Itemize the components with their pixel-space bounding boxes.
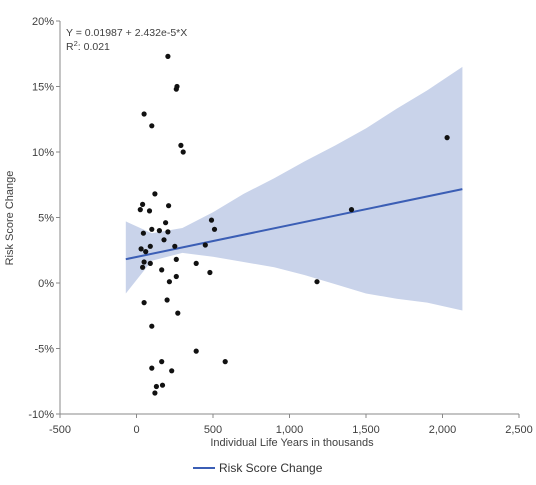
data-point	[208, 217, 215, 223]
data-point	[143, 249, 149, 255]
data-point	[173, 273, 179, 280]
y-tick-label: 0%	[38, 278, 54, 290]
data-point	[161, 237, 167, 243]
x-tick-label: 1,000	[276, 424, 304, 436]
regression-line	[125, 188, 463, 261]
x-tick-label: 2,000	[429, 424, 457, 436]
y-tick-label: 5%	[38, 213, 54, 225]
data-point	[140, 264, 146, 270]
regression-equation: Y = 0.01987 + 2.432e-5*X	[66, 27, 187, 39]
data-point	[163, 220, 169, 226]
data-point	[180, 149, 186, 155]
confidence-band	[125, 66, 463, 311]
r-squared-label: R2: 0.021	[66, 39, 110, 53]
data-point	[140, 230, 146, 236]
data-point	[159, 267, 165, 273]
data-point	[159, 382, 166, 388]
data-point	[175, 310, 181, 316]
data-point	[141, 111, 147, 117]
legend-label: Risk Score Change	[219, 461, 323, 475]
data-point	[140, 201, 146, 207]
data-point	[149, 226, 155, 232]
data-point	[137, 207, 143, 213]
data-point	[172, 243, 178, 249]
data-point	[165, 53, 171, 60]
data-point	[149, 323, 155, 329]
data-point	[153, 383, 159, 390]
data-point	[159, 359, 165, 365]
data-point	[314, 279, 320, 285]
data-point	[149, 123, 155, 129]
data-point	[211, 226, 218, 232]
y-tick-label: -5%	[34, 344, 54, 356]
data-point	[146, 208, 153, 214]
x-tick-label: 500	[204, 424, 222, 436]
data-point	[165, 229, 171, 235]
y-axis-title: Risk Score Change	[4, 171, 16, 266]
data-point	[147, 243, 153, 249]
x-tick-label: -500	[49, 424, 71, 436]
data-point	[166, 279, 172, 285]
data-point	[152, 390, 158, 396]
y-tick-label: 15%	[32, 82, 54, 94]
y-tick-label: 20%	[32, 16, 54, 28]
data-point	[193, 260, 199, 266]
data-point	[348, 207, 355, 213]
data-point	[207, 269, 213, 276]
data-point	[193, 348, 199, 354]
data-point	[174, 83, 180, 90]
data-point	[202, 242, 208, 248]
data-point	[156, 228, 162, 234]
data-point	[149, 365, 155, 371]
data-point	[141, 259, 147, 265]
data-point	[141, 300, 147, 306]
data-point	[222, 359, 228, 365]
data-point	[164, 297, 170, 303]
data-point	[178, 142, 184, 148]
x-axis-title: Individual Life Years in thousands	[210, 437, 374, 449]
x-tick-label: 2,500	[505, 424, 533, 436]
data-point	[147, 260, 153, 266]
legend: Risk Score Change	[193, 461, 323, 475]
data-point	[173, 256, 179, 262]
x-tick-label: 0	[133, 424, 139, 436]
data-point	[444, 135, 450, 141]
y-tick-label: -10%	[28, 409, 54, 421]
x-tick-label: 1,500	[352, 424, 380, 436]
data-point	[138, 246, 144, 252]
y-tick-label: 10%	[32, 147, 54, 159]
data-point	[166, 203, 172, 209]
data-point	[152, 191, 158, 197]
data-point	[169, 368, 175, 374]
